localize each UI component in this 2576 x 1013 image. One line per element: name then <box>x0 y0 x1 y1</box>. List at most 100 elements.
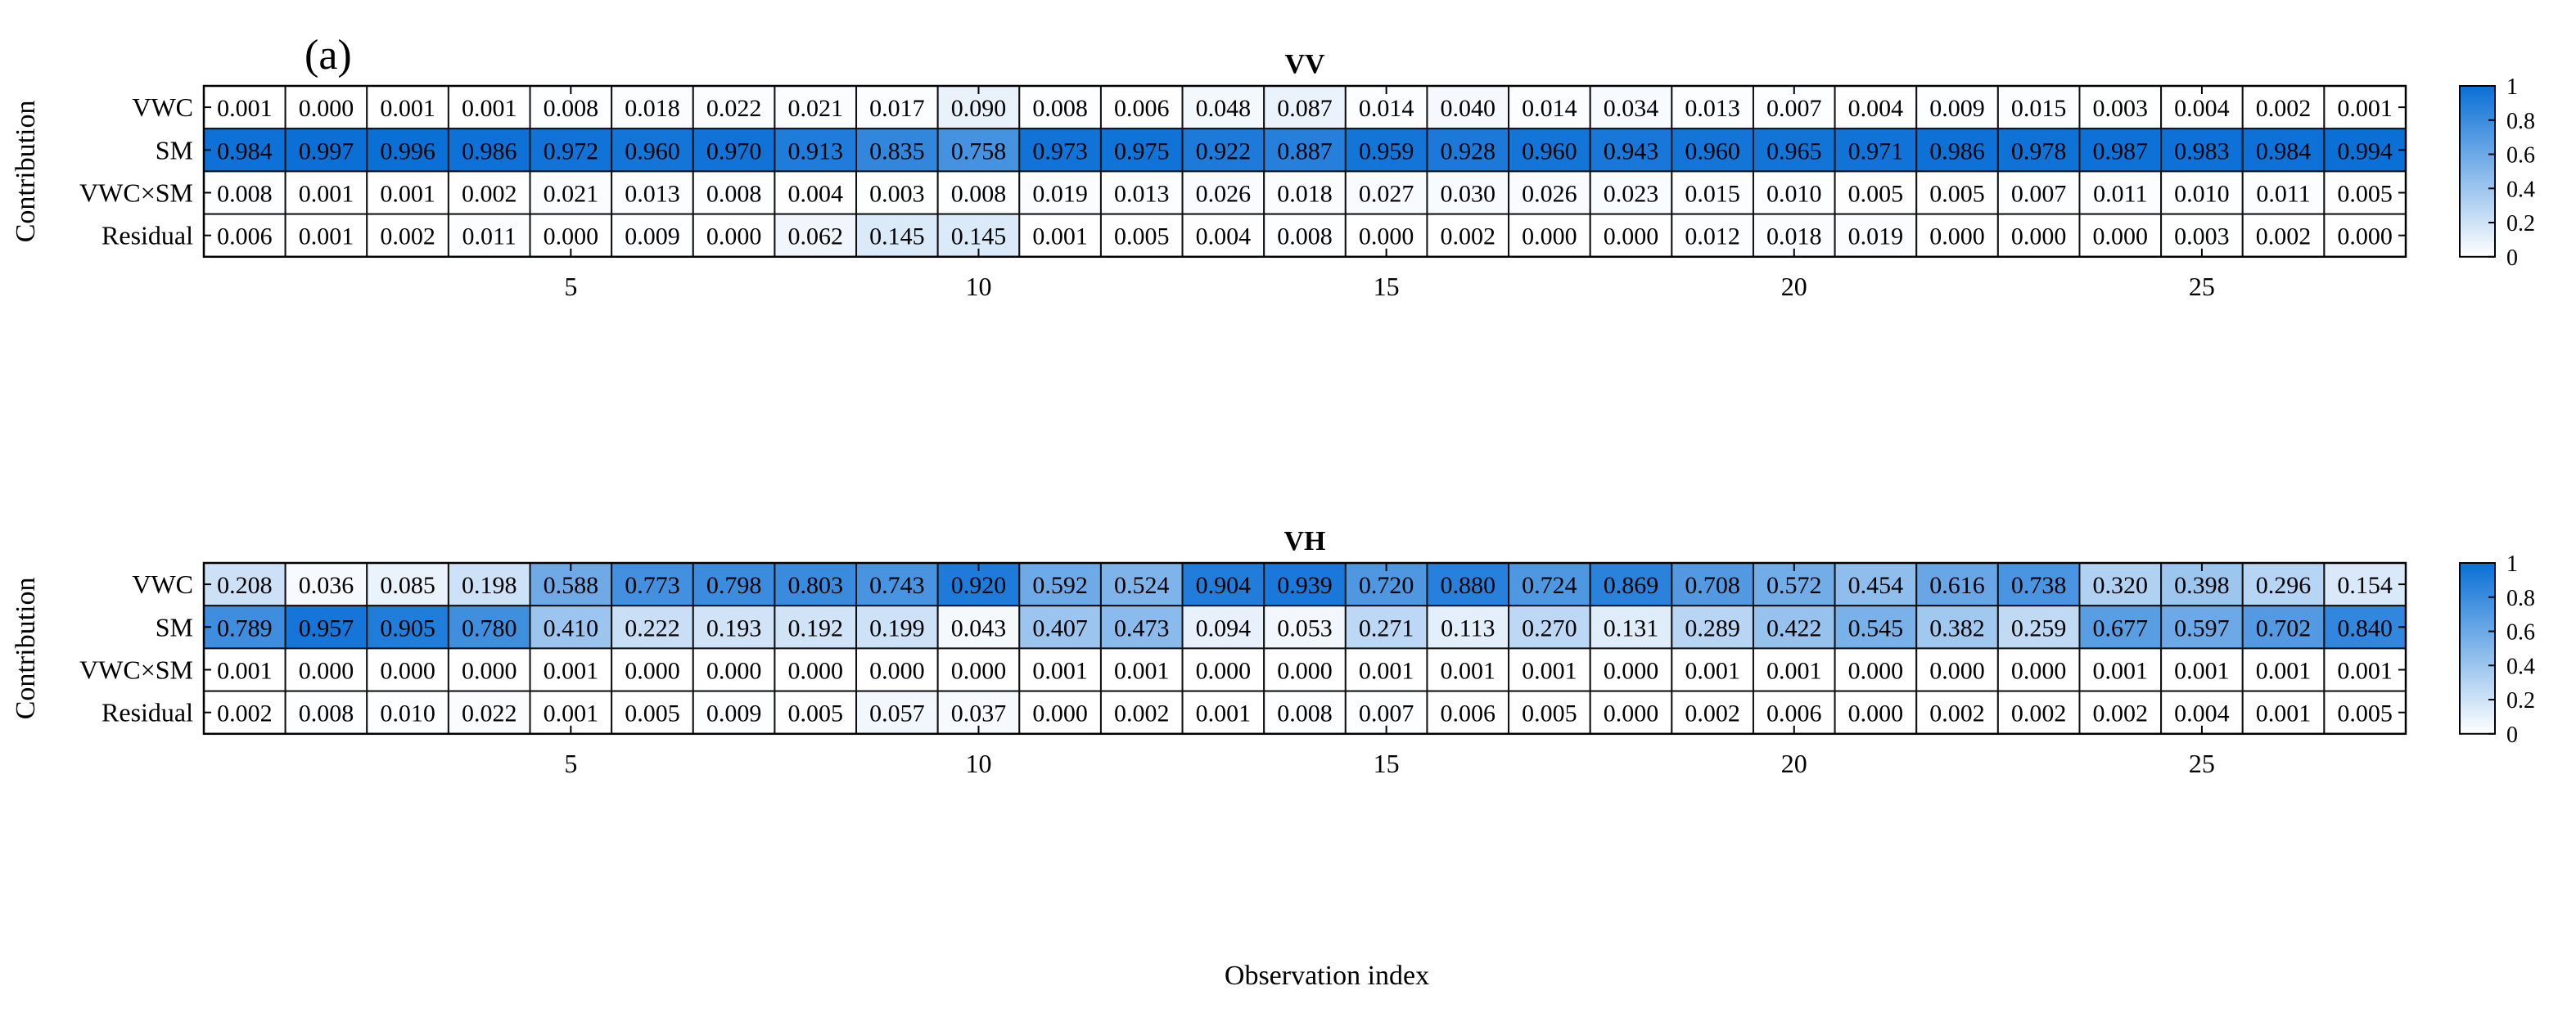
heatmap-cell <box>1099 690 1184 735</box>
cell-value-label: 0.021 <box>787 95 843 122</box>
heatmap-cell <box>1589 128 1673 173</box>
heatmap-cell <box>2160 647 2244 692</box>
cell-value-label: 0.037 <box>951 700 1007 727</box>
heatmap-cell <box>611 605 694 650</box>
heatmap-cell <box>2078 690 2163 735</box>
cell-value-label: 0.984 <box>217 137 273 164</box>
cell-value-label: 0.869 <box>1604 572 1659 599</box>
cell-value-label: 0.913 <box>787 137 843 164</box>
heatmap-cell <box>1834 128 1918 173</box>
cell-value-label: 0.009 <box>706 700 762 727</box>
cell-value-label: 0.015 <box>2011 95 2067 122</box>
cell-value-label: 0.000 <box>299 658 354 685</box>
heatmap-cell <box>1344 170 1428 215</box>
colorbar-tick-label: 0.2 <box>2506 688 2535 714</box>
cell-value-label: 0.026 <box>1196 181 1252 208</box>
cell-value-label: 0.798 <box>706 572 762 599</box>
cell-value-label: 0.043 <box>951 615 1007 642</box>
cell-value-label: 0.008 <box>706 181 762 208</box>
row-label-residual: Residual <box>102 221 193 250</box>
heatmap-cell <box>2323 85 2407 130</box>
cell-value-label: 0.198 <box>462 572 517 599</box>
cell-value-label: 0.001 <box>299 181 354 208</box>
x-tick-label: 20 <box>1781 272 1807 301</box>
cell-value-label: 0.922 <box>1196 137 1252 164</box>
cell-value-label: 0.002 <box>1929 700 1985 727</box>
cell-value-label: 0.592 <box>1032 572 1088 599</box>
colorbar-tick-label: 0 <box>2506 723 2518 748</box>
cell-value-label: 0.000 <box>1604 223 1659 250</box>
heatmap-cell <box>855 605 939 650</box>
heatmap-cell <box>1344 128 1428 173</box>
cell-value-label: 0.758 <box>951 137 1007 164</box>
heatmap-cell <box>203 690 286 735</box>
row-label-sm: SM <box>156 612 193 642</box>
heatmap-cell <box>1996 85 2081 130</box>
cell-value-label: 0.011 <box>462 223 517 250</box>
cell-value-label: 0.002 <box>2011 700 2067 727</box>
heatmap-cell <box>1426 213 1510 258</box>
heatmap-cell <box>1426 85 1510 130</box>
cell-value-label: 0.008 <box>1032 95 1088 122</box>
x-tick-label: 5 <box>564 749 577 778</box>
cell-value-label: 0.001 <box>2337 95 2393 122</box>
heatmap-cell <box>692 690 776 735</box>
colorbar-tick-label: 1 <box>2506 552 2518 577</box>
cell-value-label: 0.840 <box>2337 615 2393 642</box>
cell-value-label: 0.986 <box>462 137 517 164</box>
heatmap-cell <box>936 128 1021 173</box>
cell-value-label: 0.524 <box>1114 572 1170 599</box>
cell-value-label: 0.085 <box>380 572 435 599</box>
cell-value-label: 0.018 <box>1277 181 1333 208</box>
cell-value-label: 0.960 <box>1685 137 1740 164</box>
cell-value-label: 0.000 <box>544 223 599 250</box>
cell-value-label: 0.013 <box>1114 181 1170 208</box>
x-tick-label: 25 <box>2189 749 2215 778</box>
cell-value-label: 0.004 <box>1848 95 1904 122</box>
cell-value-label: 0.001 <box>544 700 599 727</box>
panel-title-vv: VV <box>1284 49 1325 79</box>
cell-value-label: 0.053 <box>1277 615 1333 642</box>
cell-value-label: 0.192 <box>787 615 843 642</box>
x-tick-label: 15 <box>1374 272 1400 301</box>
heatmap-cell <box>1181 562 1265 607</box>
cell-value-label: 0.001 <box>380 95 435 122</box>
cell-value-label: 0.984 <box>2256 137 2312 164</box>
cell-value-label: 0.001 <box>299 223 354 250</box>
cell-value-label: 0.000 <box>1604 700 1659 727</box>
cell-value-label: 0.972 <box>544 137 599 164</box>
heatmap-cell <box>1181 647 1265 692</box>
cell-value-label: 0.013 <box>1685 95 1740 122</box>
heatmap-cell <box>1996 170 2081 215</box>
colorbar-tick-label: 0.8 <box>2506 586 2535 611</box>
colorbar-tick-label: 0.4 <box>2506 654 2535 679</box>
cell-value-label: 0.289 <box>1685 615 1740 642</box>
heatmap-cell <box>447 562 531 607</box>
heatmap-cell <box>1263 170 1347 215</box>
cell-value-label: 0.094 <box>1196 615 1252 642</box>
cell-value-label: 0.545 <box>1848 615 1904 642</box>
plot-frame <box>202 84 2407 259</box>
heatmap-cell <box>2241 690 2326 735</box>
cell-value-label: 0.208 <box>217 572 273 599</box>
cell-value-label: 0.960 <box>625 137 680 164</box>
cell-value-label: 0.473 <box>1114 615 1170 642</box>
cell-value-label: 0.002 <box>1441 223 1496 250</box>
heatmap-cell <box>774 85 858 130</box>
cell-value-label: 0.001 <box>1196 700 1252 727</box>
heatmap-cell <box>2160 605 2244 650</box>
cell-value-label: 0.996 <box>380 137 435 164</box>
cell-value-label: 0.454 <box>1848 572 1904 599</box>
heatmap-cell <box>2241 128 2326 173</box>
heatmap-cell <box>2323 170 2407 215</box>
heatmap-cell <box>855 128 939 173</box>
heatmap-cell <box>203 128 286 173</box>
heatmap-cell <box>1915 170 1999 215</box>
panel-label: (a) <box>305 32 352 79</box>
cell-value-label: 0.001 <box>1441 658 1496 685</box>
cell-value-label: 0.008 <box>1277 700 1333 727</box>
cell-value-label: 0.000 <box>1848 658 1904 685</box>
cell-value-label: 0.005 <box>1929 181 1985 208</box>
heatmap-cell <box>1996 562 2081 607</box>
